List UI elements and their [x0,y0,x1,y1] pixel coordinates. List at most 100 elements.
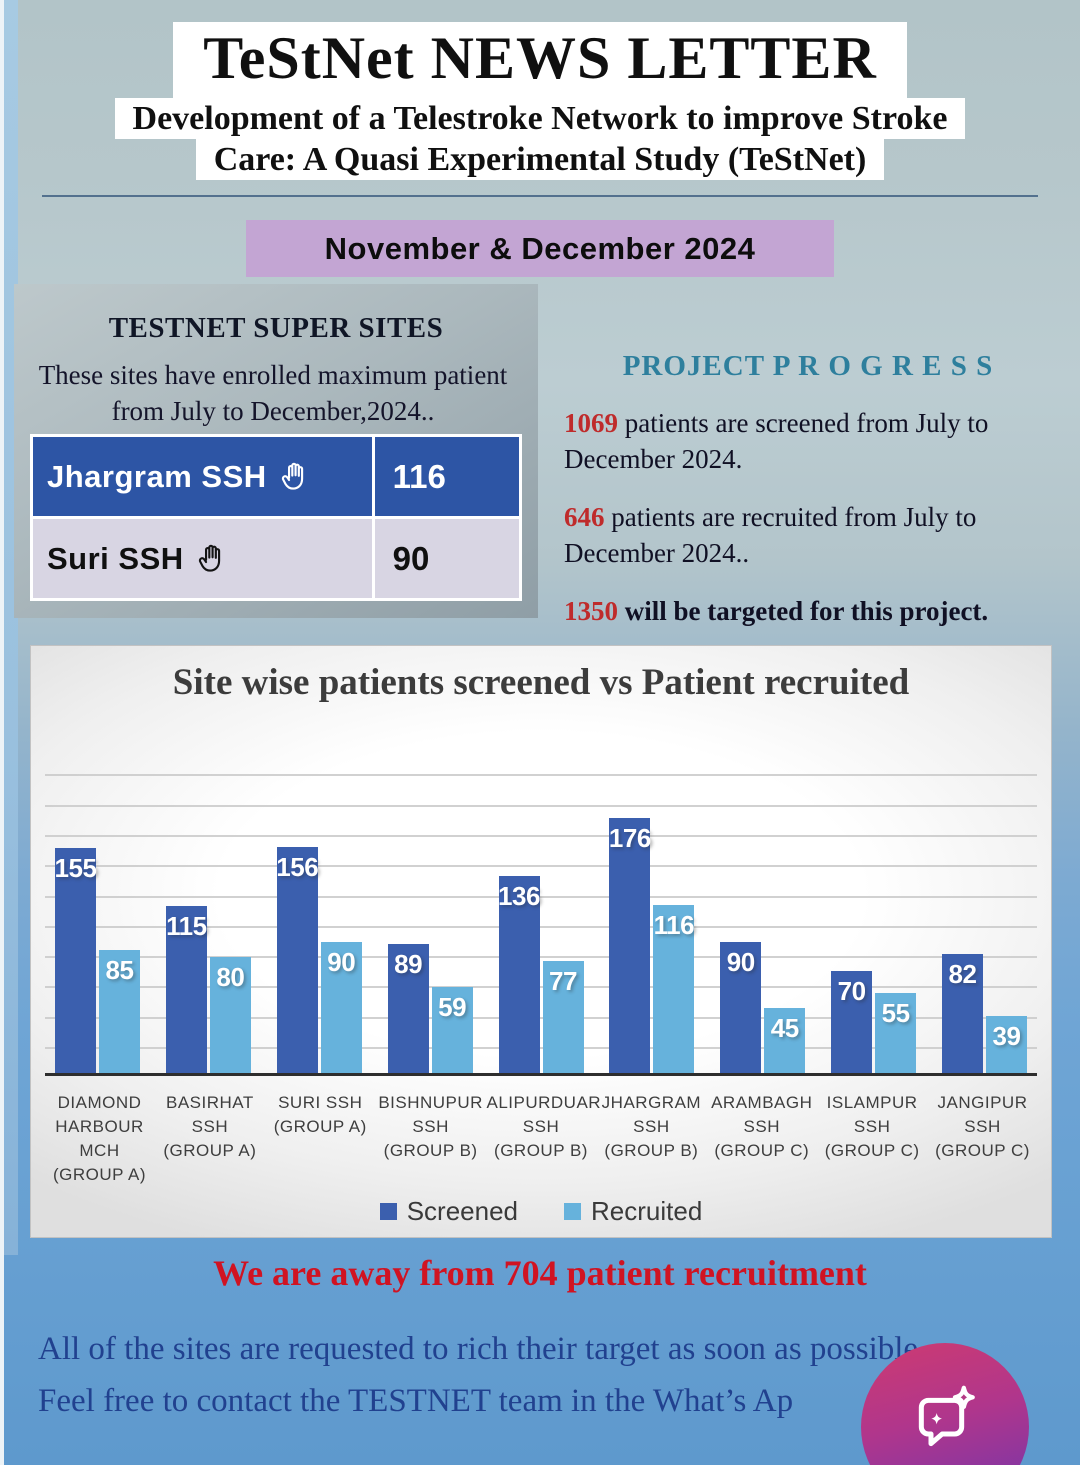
bar-value-label: 116 [653,910,695,940]
progress-item: 1350 will be targeted for this project. [564,593,1064,629]
x-axis-label: BASIRHAT SSH (GROUP A) [163,1093,257,1160]
legend-item-recruited: Recruited [564,1196,702,1227]
chart-legend: Screened Recruited [31,1196,1051,1227]
screened-bar: 136 [498,876,540,1073]
recruited-bar: 80 [209,957,251,1073]
left-edge-strip [4,0,18,1255]
x-axis-label: ISLAMPUR SSH (GROUP C) [824,1093,920,1160]
bar-group: 70 55 [831,971,917,1073]
bar-group: 155 85 [55,848,140,1073]
page-title: TeStNet NEWS LETTER [203,25,877,91]
chart-title: Site wise patients screened vs Patient r… [172,662,910,703]
super-sites-panel: TESTNET SUPER SITES These sites have enr… [14,284,538,618]
progress-number: 646 [564,502,605,532]
super-sites-description: These sites have enrolled maximum patien… [38,360,508,426]
site-name-cell: Suri SSH [30,516,375,601]
screened-bar: 89 [387,944,429,1073]
gridline [45,925,1037,928]
bar-value-label: 70 [837,976,866,1006]
footer-note-line-2: Feel free to contact the TESTNET team in… [38,1383,794,1419]
recruited-bar: 116 [653,905,695,1073]
screened-bar: 156 [276,847,319,1073]
bar-value-label: 45 [770,1013,799,1043]
progress-text: will be targeted for this project. [618,596,989,626]
bar-value-label: 90 [726,947,755,977]
screened-bar: 82 [942,954,983,1073]
project-progress-panel: PROJECT P R O G R E S S 1069 patients ar… [552,350,1064,629]
gridline [45,774,1037,777]
recruited-bar: 77 [542,961,584,1073]
recruited-bar: 85 [99,950,140,1073]
footer-note-line-1: All of the sites are requested to rich t… [38,1331,927,1367]
bar-value-label: 80 [216,962,245,992]
bar-value-label: 39 [992,1021,1021,1051]
gridline [45,1016,1037,1019]
screened-bar: 70 [831,971,873,1073]
subtitle-line-2: Care: A Quasi Experimental Study (TeStNe… [195,139,885,180]
super-sites-table: Jhargram SSH 116 Suri SSH 90 [30,434,523,601]
bar-value-label: 77 [549,966,577,996]
site-count: 90 [371,516,523,601]
recruited-bar: 45 [764,1008,806,1073]
recruited-bar: 59 [431,987,473,1073]
chart-plot: 155 85 115 80 156 90 89 59 136 77 176 116 90 45 70 55 82… [45,774,1037,1076]
x-axis-label: JANGIPUR SSH (GROUP C) [935,1093,1030,1160]
screened-bar: 155 [54,848,97,1073]
site-count: 116 [371,434,523,519]
legend-swatch-recruited [564,1203,582,1220]
progress-number: 1069 [564,408,618,438]
bar-group: 90 45 [720,942,806,1073]
legend-swatch-screened [379,1203,397,1220]
legend-label: Screened [406,1196,519,1226]
table-row: Jhargram SSH 116 [30,434,523,519]
site-name: Jhargram SSH [47,458,267,494]
gridline [45,1047,1037,1049]
super-sites-heading: TESTNET SUPER SITES [108,312,444,344]
x-axis-label: DIAMOND HARBOUR MCH (GROUP A) [53,1093,146,1184]
bar-value-label: 55 [881,998,910,1028]
x-axis-label: JHARGRAM SSH (GROUP B) [601,1093,702,1160]
x-axis-label: ALIPURDUAR SSH (GROUP B) [486,1093,602,1160]
recruited-bar: 39 [986,1016,1027,1073]
x-axis-label: ARAMBAGH SSH (GROUP C) [711,1093,813,1160]
gridline [45,986,1037,989]
gridline [45,804,1037,807]
title-box: TeStNet NEWS LETTER [173,22,907,98]
site-name: Suri SSH [47,540,184,576]
bar-value-label: 155 [54,853,97,883]
footer-note: All of the sites are requested to rich t… [38,1323,1043,1427]
legend-label: Recruited [591,1196,703,1226]
chart-panel: Site wise patients screened vs Patient r… [30,645,1052,1238]
x-axis-labels: DIAMOND HARBOUR MCH (GROUP A) BASIRHAT SSH (GR… [45,1091,1037,1187]
legend-item-screened: Screened [379,1196,519,1227]
screened-bar: 115 [165,906,207,1073]
period-banner: November & December 2024 [246,220,834,277]
gridline [45,895,1037,898]
progress-item: 646 patients are recruited from July to … [564,499,1064,571]
bar-value-label: 136 [498,881,540,911]
bar-group: 176 116 [608,818,695,1073]
project-progress-heading: PROJECT P R O G R E S S [622,350,994,382]
chat-fab-button[interactable] [861,1343,1029,1465]
bar-group: 136 77 [498,876,584,1073]
left-edge-highlight [0,0,4,1465]
gridline [45,956,1037,959]
progress-item: 1069 patients are screened from July to … [564,405,1064,477]
screened-bar: 176 [608,818,651,1073]
away-message: We are away from 704 patient recruitment [213,1253,867,1293]
bar-value-label: 176 [608,823,651,853]
bar-value-label: 89 [394,949,423,979]
chat-sparkle-icon [918,1385,975,1447]
x-axis-label: BISHNUPUR SSH (GROUP B) [378,1093,483,1160]
bar-value-label: 156 [276,852,319,882]
gridline [45,834,1037,837]
x-axis-label: SURI SSH (GROUP A) [273,1093,367,1136]
recruited-bar: 90 [320,942,362,1073]
recruited-bar: 55 [875,993,917,1073]
waving-hand-icon [198,544,220,572]
gridline [45,865,1037,868]
waving-hand-icon [281,462,303,490]
table-row: Suri SSH 90 [30,516,523,601]
bar-group: 156 90 [276,847,362,1073]
